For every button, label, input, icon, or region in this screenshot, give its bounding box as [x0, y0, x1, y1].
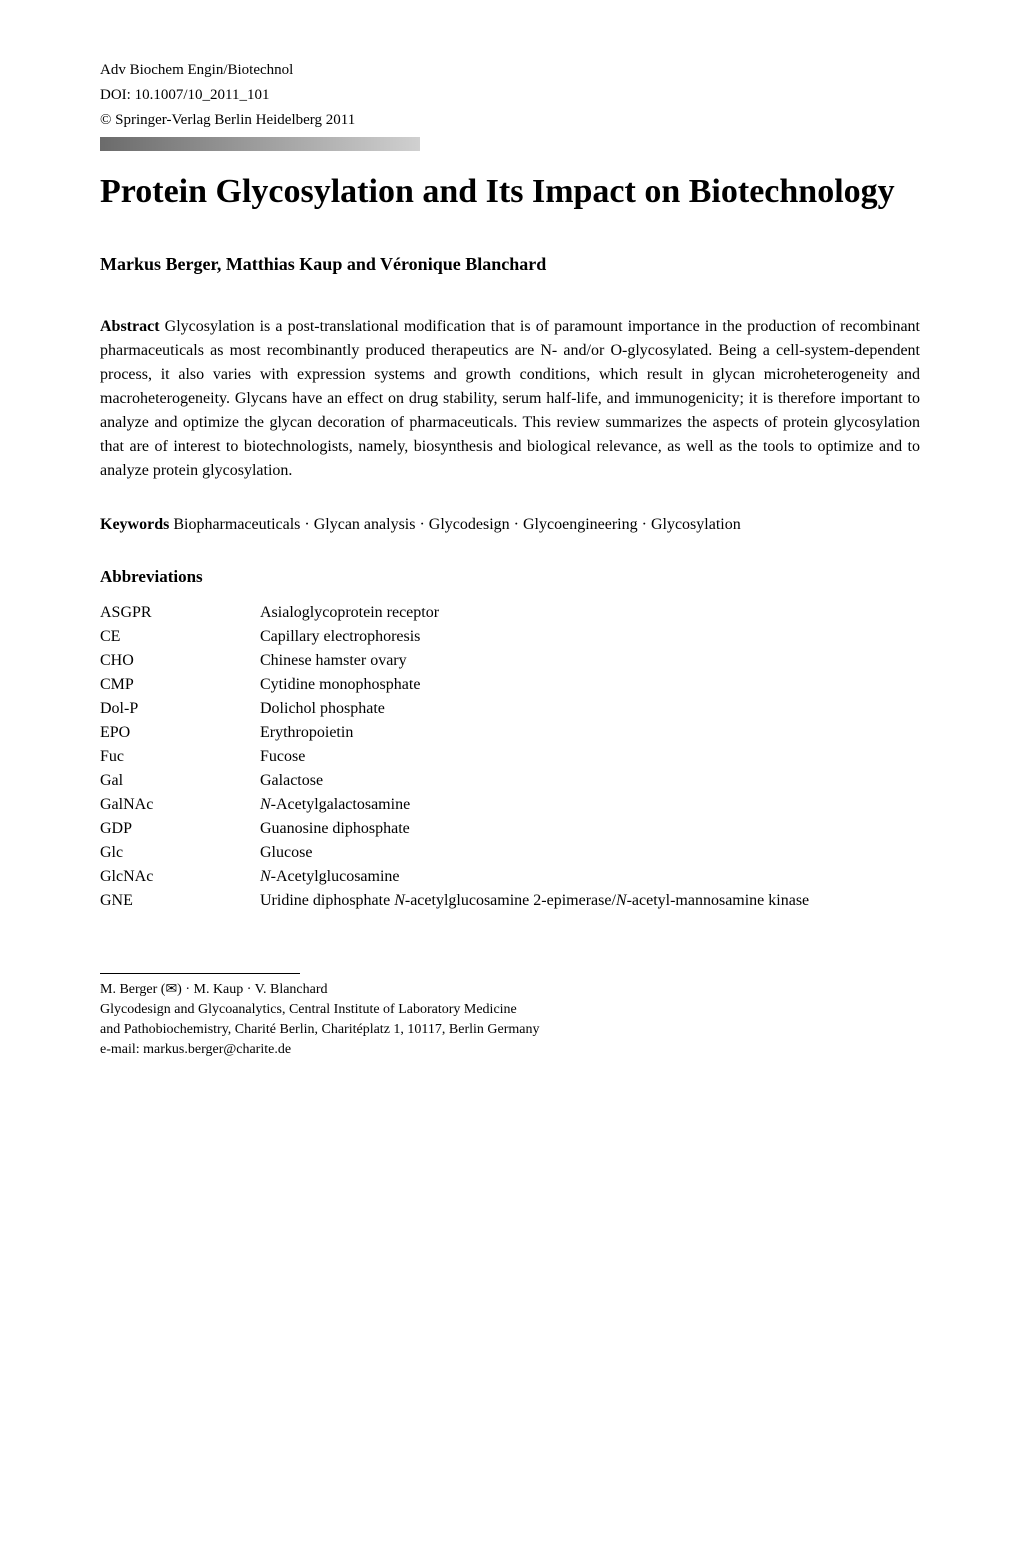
abbrev-definition: N-Acetylgalactosamine — [260, 793, 920, 817]
abbrev-term: Gal — [100, 769, 260, 793]
abbrev-term: GlcNAc — [100, 865, 260, 889]
abbrev-term: CE — [100, 625, 260, 649]
footer-affiliation-2: and Pathobiochemistry, Charité Berlin, C… — [100, 1020, 920, 1040]
abbrev-term: GalNAc — [100, 793, 260, 817]
article-title: Protein Glycosylation and Its Impact on … — [100, 171, 920, 214]
abbrev-row: GalNAcN-Acetylgalactosamine — [100, 793, 920, 817]
keywords-text: Biopharmaceuticals · Glycan analysis · G… — [169, 516, 740, 533]
abbrev-row: CMPCytidine monophosphate — [100, 673, 920, 697]
footer-rule — [100, 973, 300, 974]
header-divider-bar — [100, 137, 420, 151]
abbrev-row: Dol-PDolichol phosphate — [100, 697, 920, 721]
abbrev-definition: Fucose — [260, 745, 920, 769]
authors: Markus Berger, Matthias Kaup and Véroniq… — [100, 254, 920, 275]
abbrev-term: ASGPR — [100, 601, 260, 625]
abstract-text: Glycosylation is a post-translational mo… — [100, 318, 920, 479]
doi: DOI: 10.1007/10_2011_101 — [100, 85, 920, 106]
abbrev-row: GlcNAcN-Acetylglucosamine — [100, 865, 920, 889]
abbrev-definition: Erythropoietin — [260, 721, 920, 745]
footer-correspondence: M. Berger (✉) · M. Kaup · V. Blanchard — [100, 980, 920, 1000]
copyright: © Springer-Verlag Berlin Heidelberg 2011 — [100, 110, 920, 131]
keywords-label: Keywords — [100, 516, 169, 533]
footer-email: e-mail: markus.berger@charite.de — [100, 1040, 920, 1060]
journal-name: Adv Biochem Engin/Biotechnol — [100, 60, 920, 81]
abbrev-definition: Uridine diphosphate N-acetylglucosamine … — [260, 889, 920, 913]
abbrev-term: Glc — [100, 841, 260, 865]
abbrev-row: GlcGlucose — [100, 841, 920, 865]
abbrev-definition: Glucose — [260, 841, 920, 865]
abbrev-definition: Asialoglycoprotein receptor — [260, 601, 920, 625]
abbrev-term: CHO — [100, 649, 260, 673]
abbrev-term: CMP — [100, 673, 260, 697]
abbrev-row: CECapillary electrophoresis — [100, 625, 920, 649]
abbrev-definition: Capillary electrophoresis — [260, 625, 920, 649]
abstract-paragraph: Abstract Glycosylation is a post-transla… — [100, 315, 920, 483]
abbrev-term: Fuc — [100, 745, 260, 769]
abbrev-definition: Cytidine monophosphate — [260, 673, 920, 697]
abbrev-term: GDP — [100, 817, 260, 841]
abbrev-row: ASGPRAsialoglycoprotein receptor — [100, 601, 920, 625]
abstract-label: Abstract — [100, 318, 160, 335]
abbreviations-heading: Abbreviations — [100, 567, 920, 587]
abbrev-term: EPO — [100, 721, 260, 745]
abbrev-definition: Chinese hamster ovary — [260, 649, 920, 673]
abbrev-term: GNE — [100, 889, 260, 913]
abbrev-definition: N-Acetylglucosamine — [260, 865, 920, 889]
abbreviations-table: ASGPRAsialoglycoprotein receptorCECapill… — [100, 601, 920, 913]
abbrev-term: Dol-P — [100, 697, 260, 721]
abbrev-definition: Dolichol phosphate — [260, 697, 920, 721]
abbrev-row: GNEUridine diphosphate N-acetylglucosami… — [100, 889, 920, 913]
abbrev-definition: Galactose — [260, 769, 920, 793]
keywords-paragraph: Keywords Biopharmaceuticals · Glycan ana… — [100, 513, 920, 537]
abbrev-row: GDPGuanosine diphosphate — [100, 817, 920, 841]
footer-affiliation-1: Glycodesign and Glycoanalytics, Central … — [100, 1000, 920, 1020]
abbrev-definition: Guanosine diphosphate — [260, 817, 920, 841]
abbrev-row: EPOErythropoietin — [100, 721, 920, 745]
abbrev-row: GalGalactose — [100, 769, 920, 793]
abbrev-row: CHOChinese hamster ovary — [100, 649, 920, 673]
abbrev-row: FucFucose — [100, 745, 920, 769]
